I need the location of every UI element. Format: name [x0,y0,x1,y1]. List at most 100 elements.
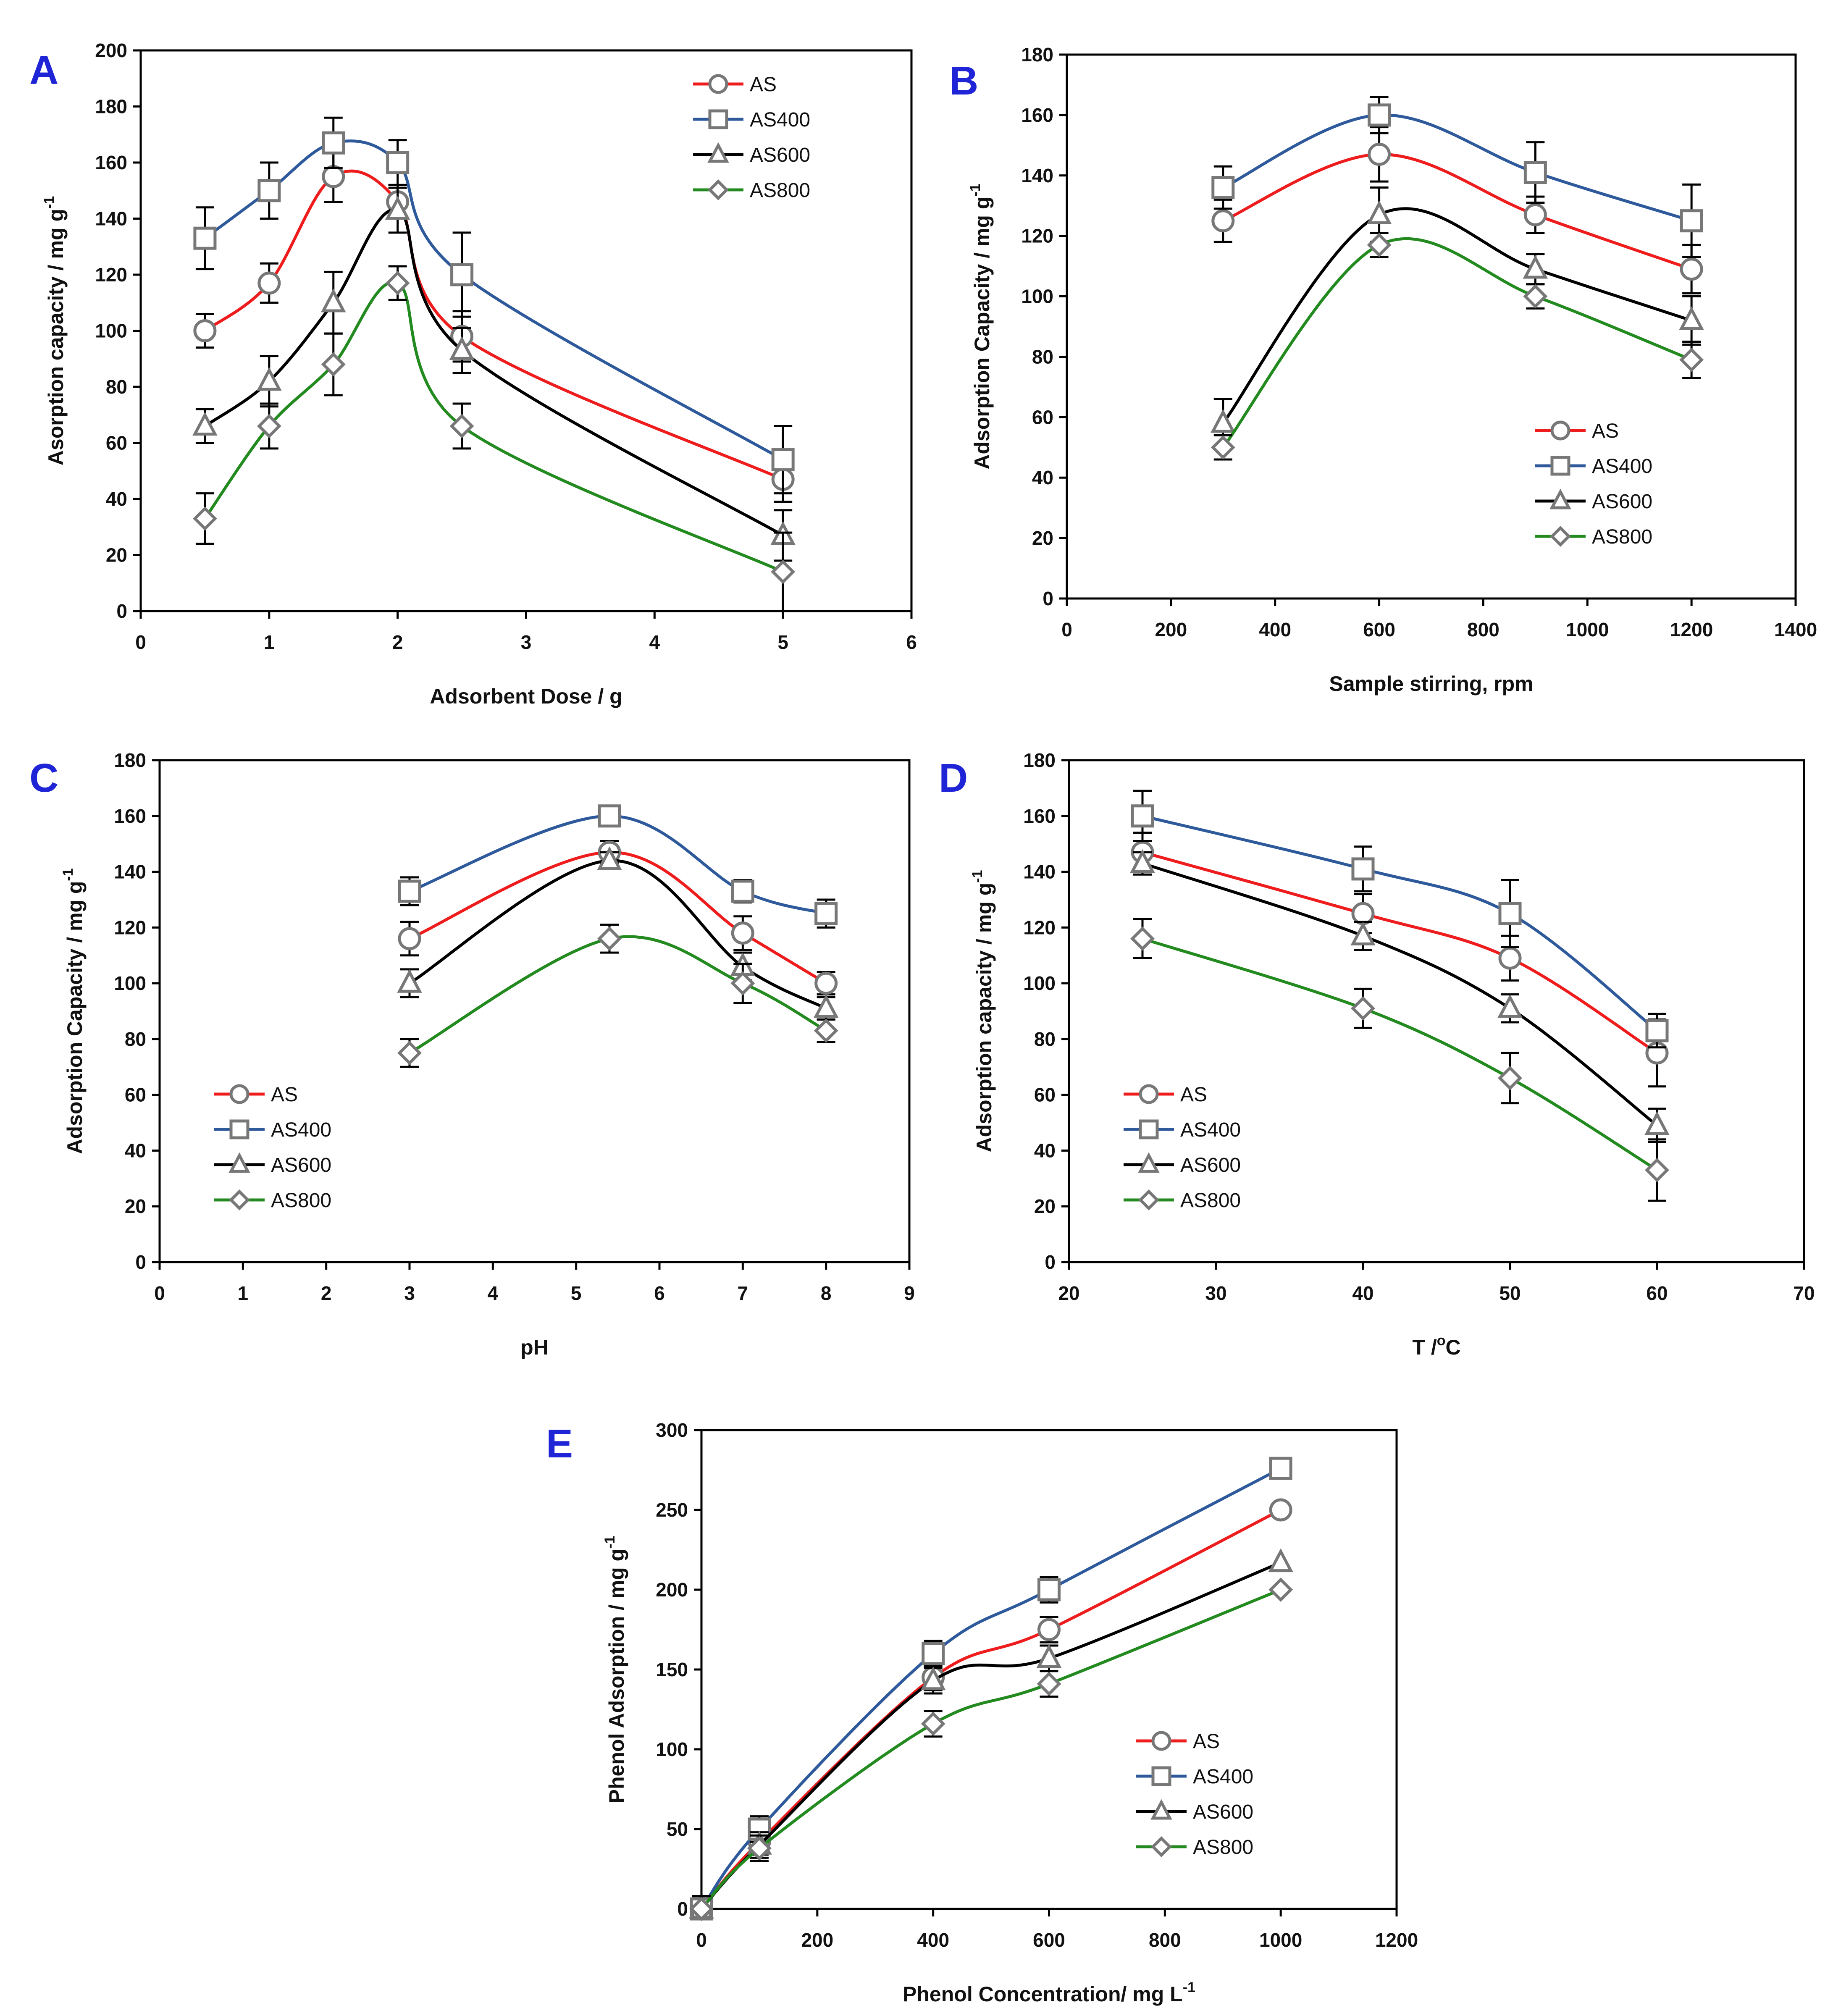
y-tick-label: 80 [106,376,127,398]
legend-marker [708,109,728,129]
x-tick-label: 4 [649,631,660,653]
series-line [1222,152,1692,271]
y-tick-label: 60 [1034,1084,1056,1106]
panel-letter: E [546,1421,573,1466]
x-tick-label: 5 [777,631,788,653]
y-tick-label: 20 [1032,527,1053,549]
series-line [409,935,827,1055]
series-as600 [1210,186,1704,449]
series-line [409,814,827,915]
panel-letter: B [949,58,978,103]
data-point [1130,926,1155,951]
data-point [689,1897,714,1921]
y-tick-label: 0 [1045,1251,1056,1273]
x-axis-label-text: Adsorbent Dose / g [430,685,622,708]
data-point [813,994,839,1018]
x-tick-label: 2 [321,1282,332,1304]
legend-marker [1150,1799,1172,1820]
x-axis-label-text: Phenol Concentration/ mg L [903,1982,1183,2006]
series-line [409,850,827,985]
legend: AS AS400 AS600 AS800 [1136,1730,1253,1858]
x-tick-label: 600 [1363,619,1395,640]
y-tick-label: 0 [677,1898,688,1920]
x-tick-label: 1200 [1670,619,1713,640]
series-as400 [193,116,795,495]
y-tick-label: 160 [1021,104,1053,126]
data-point [1523,203,1547,226]
y-tick-label: 20 [106,544,127,566]
legend-label: AS800 [750,179,810,202]
data-point [449,414,474,438]
plot-frame [1068,759,1805,1263]
series-line [700,1588,1282,1910]
legend-marker [1151,1731,1171,1751]
legend-label: AS600 [1180,1154,1241,1176]
legend-label: AS800 [271,1189,331,1212]
y-tick-label: 140 [95,208,127,230]
legend-label: AS [750,74,777,96]
data-point [449,336,475,360]
legend-marker [1550,456,1570,476]
data-point [771,448,795,472]
data-point [1680,257,1703,281]
x-tick-label: 0 [135,631,146,653]
panel-letter: C [29,756,58,801]
y-tick-label: 140 [1021,165,1053,186]
x-tick-label: 1 [238,1282,249,1304]
legend-marker [1151,1836,1172,1857]
y-tick-label: 0 [116,600,127,622]
y-tick-label: 120 [1021,225,1053,247]
data-point [731,921,754,945]
series-line [1142,937,1658,1171]
x-tick-label: 400 [1259,619,1291,640]
series-line [1142,814,1658,1032]
chart-panel-b: B 0 20 40 60 80 100 120 140 160 180 0 200 400 600 800 10… [949,44,1817,696]
y-tick-label: 120 [1023,916,1056,938]
legend-label: AS400 [1592,455,1652,478]
y-axis-label-sup: -1 [602,1536,618,1549]
x-tick-label: 8 [821,1282,832,1304]
y-tick-label: 100 [1023,972,1056,994]
y-tick-label: 100 [95,320,127,342]
y-tick-label: 60 [1032,406,1053,428]
y-tick-label: 100 [114,972,146,994]
y-axis-label: Asorption capacity / mg g-1 [41,196,68,465]
legend-label: AS600 [1592,491,1652,513]
panel-letter: A [29,48,58,93]
legend-marker [229,1119,249,1139]
legend-label: AS [1193,1730,1220,1753]
y-tick-label: 180 [95,96,127,118]
data-point [1523,161,1547,184]
y-tick-label: 150 [656,1659,688,1680]
x-tick-label: 1000 [1566,619,1609,640]
y-tick-label: 0 [135,1251,146,1273]
data-point [747,1836,772,1861]
data-point [192,506,217,531]
x-tick-label: 3 [404,1282,415,1304]
x-tick-label: 4 [488,1282,499,1304]
series-as400 [1211,96,1703,258]
series-line [1222,113,1692,223]
legend-marker [1549,488,1571,509]
series-line [1142,862,1658,1127]
legend-marker [1139,1119,1159,1139]
series-line [1142,850,1658,1055]
data-point [322,131,345,155]
chart-panel-e: E 0 50 100 150 200 250 300 0 200 400 600 800 1000 1200… [546,1419,1418,2006]
y-tick-label: 120 [114,916,146,938]
x-tick-label: 400 [917,1929,949,1951]
x-tick-label: 30 [1205,1282,1226,1304]
y-tick-label: 80 [1034,1028,1056,1050]
data-point [1498,902,1522,925]
y-tick-label: 200 [95,39,127,61]
data-point [1645,1158,1669,1182]
legend-label: AS600 [271,1154,331,1176]
y-tick-label: 100 [1021,286,1053,307]
x-tick-label: 0 [696,1929,707,1951]
x-tick-label: 9 [904,1282,915,1304]
x-tick-label: 60 [1646,1282,1668,1304]
data-point [1367,233,1392,257]
chart-panel-a: A 0 20 40 60 80 100 120 140 160 180 200 0 1 2 3 4 5 6 Adsor… [29,39,917,708]
data-point [1350,921,1376,945]
